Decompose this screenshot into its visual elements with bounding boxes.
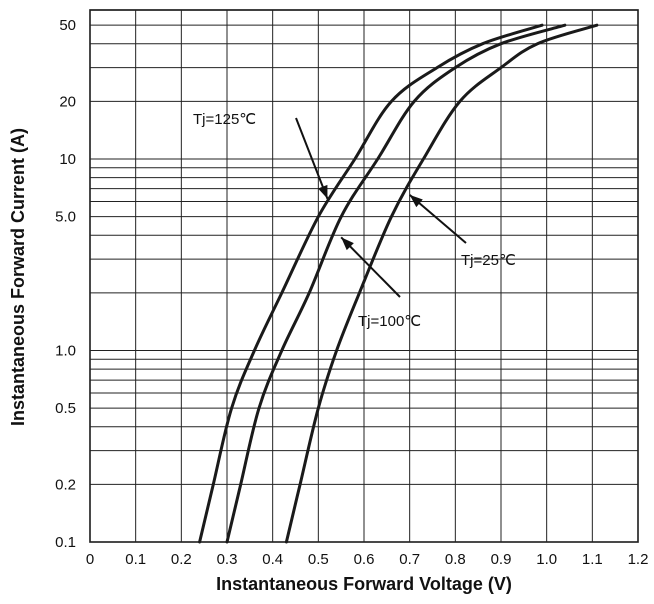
annotation-arrow (295, 117, 329, 200)
x-tick-label: 0.7 (399, 551, 420, 568)
series-line-3 (284, 23, 599, 544)
x-tick-label: 1.1 (582, 551, 603, 568)
series-line-2 (225, 23, 567, 544)
series-curves (198, 23, 599, 544)
annotations: Tj=125℃ Tj=100℃ Tj=25℃ (193, 111, 516, 330)
annotation-label: Tj=25℃ (461, 252, 516, 269)
x-tick-label: 0.5 (308, 551, 329, 568)
y-tick-labels: 0.1 0.2 0.5 1.0 5.0 10 20 50 (55, 17, 76, 551)
x-tick-label: 0 (86, 551, 94, 568)
x-tick-label: 0.1 (125, 551, 146, 568)
y-tick-label: 0.2 (55, 476, 76, 493)
x-tick-label: 1.0 (536, 551, 557, 568)
x-tick-label: 0.3 (217, 551, 238, 568)
y-tick-label: 10 (59, 151, 76, 168)
x-tick-label: 0.4 (262, 551, 283, 568)
annotation-1: Tj=125℃ (193, 111, 329, 200)
x-tick-label: 1.2 (628, 551, 649, 568)
annotation-label: Tj=100℃ (358, 313, 421, 330)
y-tick-label: 50 (59, 17, 76, 34)
x-tick-label: 0.6 (354, 551, 375, 568)
x-axis-label: Instantaneous Forward Voltage (V) (216, 574, 512, 594)
x-tick-label: 0.8 (445, 551, 466, 568)
series-line-1 (198, 23, 544, 544)
arrowhead (409, 194, 423, 208)
arrowhead (341, 237, 354, 251)
y-tick-label: 0.1 (55, 534, 76, 551)
arrowhead (318, 184, 328, 199)
y-tick-label: 1.0 (55, 343, 76, 360)
annotation-label: Tj=125℃ (193, 111, 256, 128)
annotation-3: Tj=25℃ (409, 194, 516, 269)
x-tick-labels: 0 0.1 0.2 0.3 0.4 0.5 0.6 0.7 0.8 0.9 1.0 1.1 1.2 (86, 551, 649, 568)
y-axis-label: Instantaneous Forward Current (A) (8, 128, 28, 426)
y-tick-label: 0.5 (55, 400, 76, 417)
y-tick-label: 5.0 (55, 209, 76, 226)
x-tick-label: 0.9 (491, 551, 512, 568)
annotation-2: Tj=100℃ (340, 236, 421, 330)
grid (89, 9, 639, 543)
y-tick-label: 20 (59, 93, 76, 110)
x-tick-label: 0.2 (171, 551, 192, 568)
annotation-arrow (340, 236, 401, 298)
